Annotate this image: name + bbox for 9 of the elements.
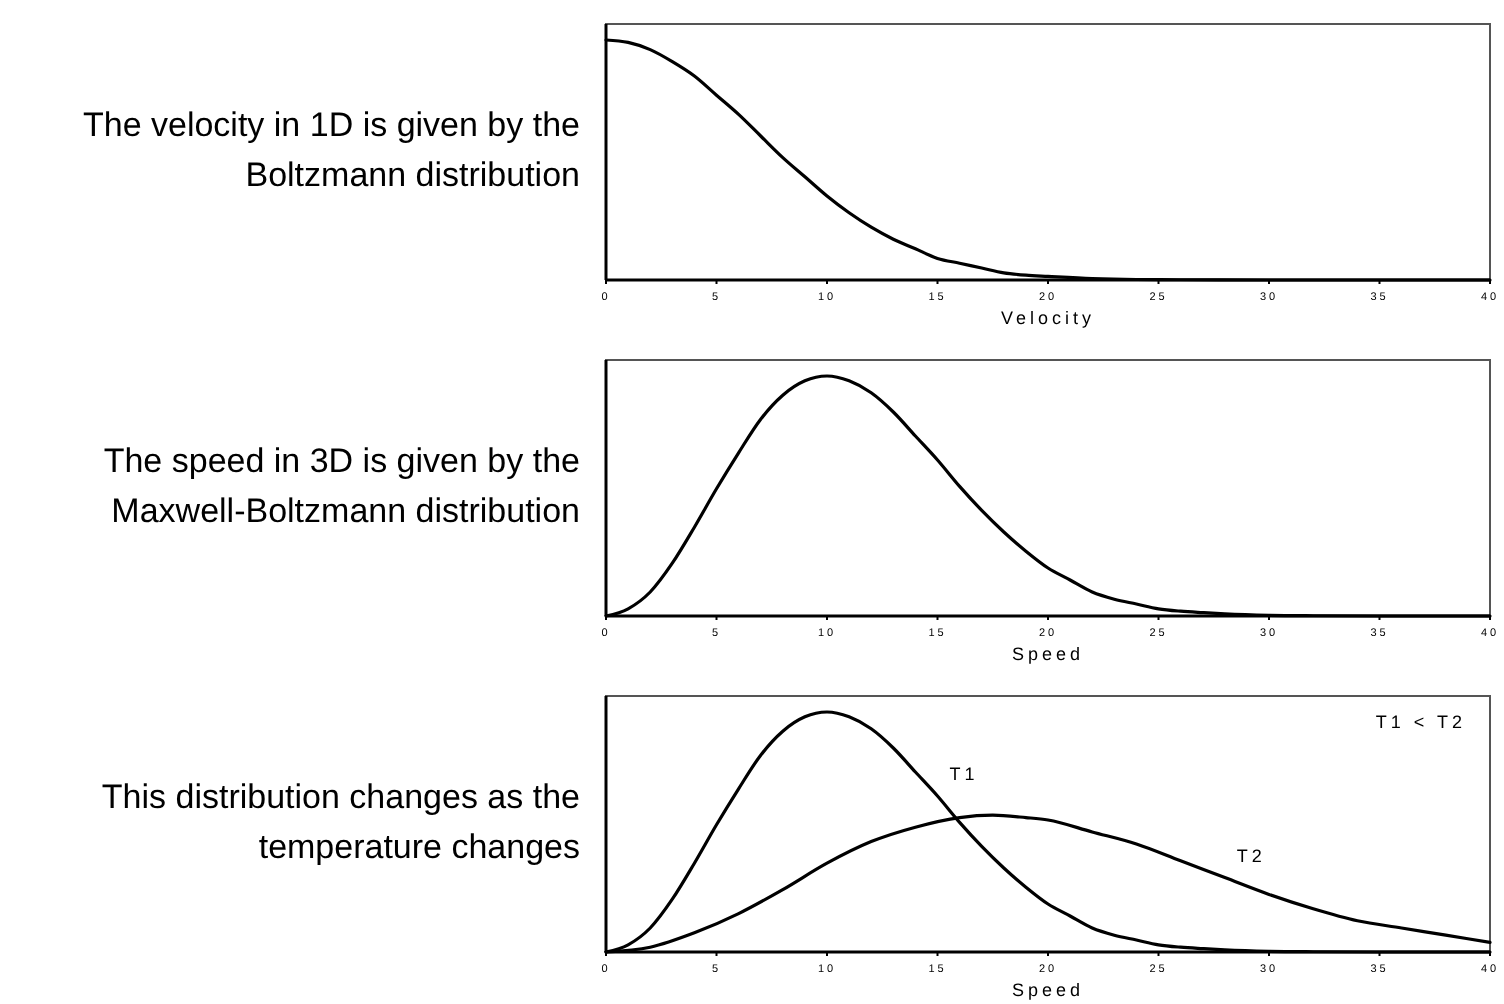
x-axis-title: Speed	[1011, 980, 1085, 1000]
series-label: T1	[949, 764, 979, 784]
text: The speed in 3D is given by the Maxwell-Boltzmann distribution	[103, 442, 580, 530]
text: This distribution changes as the temperature changes	[101, 778, 580, 866]
annotation: T1 < T2	[1375, 712, 1466, 732]
series-label: T2	[1236, 845, 1266, 866]
x-axis-title: Velocity	[1000, 308, 1096, 328]
x-axis-title: Speed	[1011, 644, 1085, 664]
text: The velocity in 1D is given by the Boltzmann distribution	[82, 106, 580, 194]
